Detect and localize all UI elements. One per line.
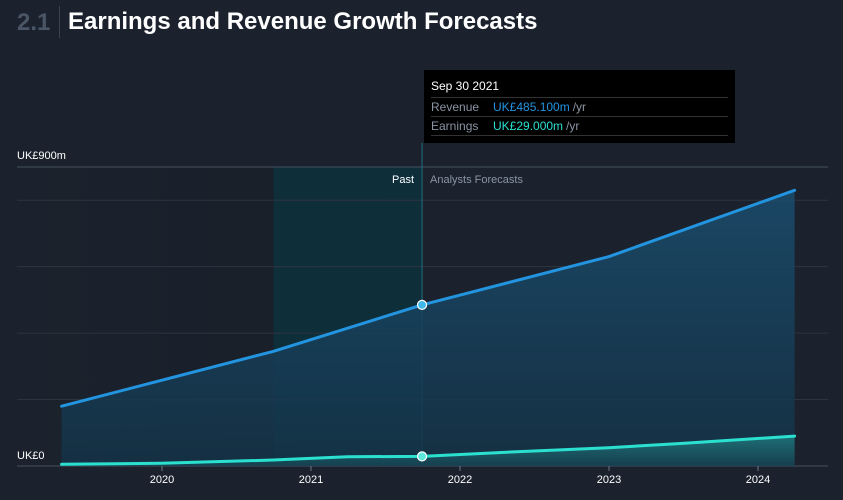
marker-revenue [416,299,428,310]
marker-earnings [416,451,428,462]
section-number: 2.1 [17,9,51,36]
x-tick-label: 2020 [150,474,174,486]
past-label: Past [392,174,414,186]
area-revenue [61,190,795,467]
tooltip-revenue-value: UK£485.100m [493,100,570,114]
x-tick-label: 2024 [746,474,770,486]
area-earnings [61,436,795,466]
forecast-label: Analysts Forecasts [430,174,523,186]
tooltip-revenue-unit: /yr [572,100,587,114]
y-axis-bottom-label: UK£0 [17,450,45,462]
x-tick-label: 2021 [299,474,323,486]
x-tick-label: 2022 [448,474,472,486]
header-divider [59,6,60,38]
tooltip-earnings-label: Earnings [431,119,479,133]
tooltip-earnings-value: UK£29.000m [493,119,564,133]
chart-title: Earnings and Revenue Growth Forecasts [68,8,538,35]
y-axis-top-label: UK£900m [17,150,66,162]
x-tick-label: 2023 [597,474,621,486]
tooltip-date: Sep 30 2021 [431,78,728,98]
tooltip-earnings-unit: /yr [566,119,580,133]
tooltip-earnings-row: Earnings UK£29.000m /yr [431,117,728,136]
tooltip-revenue-label: Revenue [431,100,480,114]
data-tooltip: Sep 30 2021 Revenue UK£485.100m /yr Earn… [424,70,735,143]
tooltip-revenue-row: Revenue UK£485.100m /yr [431,98,728,117]
section-header: 2.1 Earnings and Revenue Growth Forecast… [0,0,843,46]
